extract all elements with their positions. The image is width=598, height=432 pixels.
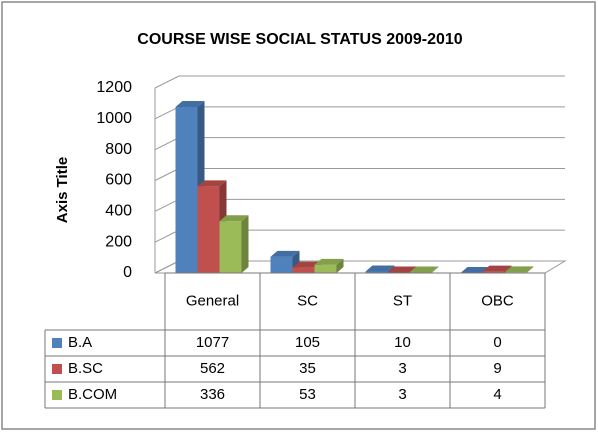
bar-side	[241, 215, 249, 273]
x-tick-label: General	[186, 292, 239, 309]
bar-front	[482, 271, 505, 273]
y-axis-title: Axis Title	[54, 157, 71, 223]
legend-key	[52, 364, 62, 374]
y-tick-label: 1200	[96, 79, 132, 96]
grid-line	[154, 75, 565, 89]
bar-side	[336, 258, 344, 273]
table-value: 3	[398, 386, 406, 403]
legend-key	[52, 338, 62, 348]
y-tick-label: 400	[105, 203, 132, 220]
bar-top	[314, 258, 344, 265]
bar-top	[197, 180, 227, 187]
x-tick-label: SC	[297, 292, 318, 309]
bar-front	[314, 264, 337, 273]
bar-top	[292, 261, 322, 268]
table-value: 53	[299, 386, 316, 403]
bar-top	[387, 266, 417, 273]
bar-top	[270, 250, 300, 257]
x-tick-label: ST	[393, 292, 412, 309]
bar	[460, 267, 490, 273]
y-tick-label: 800	[105, 141, 132, 158]
bar-top	[504, 266, 534, 273]
table-value: 35	[299, 360, 316, 377]
bar-front	[175, 106, 198, 274]
x-tick-label: OBC	[481, 292, 514, 309]
table-value: 3	[398, 360, 406, 377]
bar-top	[365, 265, 395, 272]
table-value: 105	[295, 334, 320, 351]
bar	[270, 250, 300, 273]
legend-label: B.A	[68, 334, 92, 351]
chart-title: COURSE WISE SOCIAL STATUS 2009-2010	[137, 31, 463, 48]
bar-top	[219, 215, 249, 222]
bar-side	[431, 266, 439, 273]
bar	[219, 215, 249, 273]
bar-top	[409, 266, 439, 273]
bar-top	[460, 267, 490, 273]
table-value: 562	[200, 360, 225, 377]
table-value: 1077	[196, 334, 229, 351]
table-value: 9	[493, 360, 501, 377]
y-tick-label: 600	[105, 172, 132, 189]
bar-front	[219, 221, 242, 273]
bar	[314, 258, 344, 273]
bar-front	[292, 267, 315, 273]
bar-top	[482, 265, 512, 272]
table-value: 336	[200, 386, 225, 403]
y-tick-label: 1000	[96, 110, 132, 127]
table-value: 10	[394, 334, 411, 351]
y-tick-label: 0	[123, 264, 132, 281]
table-value: 4	[493, 386, 501, 403]
bar-side	[526, 266, 534, 273]
table-value: 0	[493, 334, 501, 351]
legend-label: B.SC	[68, 360, 103, 377]
bar-top	[175, 100, 205, 107]
legend-key	[52, 390, 62, 400]
bar-front	[197, 186, 220, 273]
bar-front	[365, 271, 388, 273]
legend-label: B.COM	[68, 386, 117, 403]
y-tick-label: 200	[105, 233, 132, 250]
bar-front	[270, 256, 293, 273]
